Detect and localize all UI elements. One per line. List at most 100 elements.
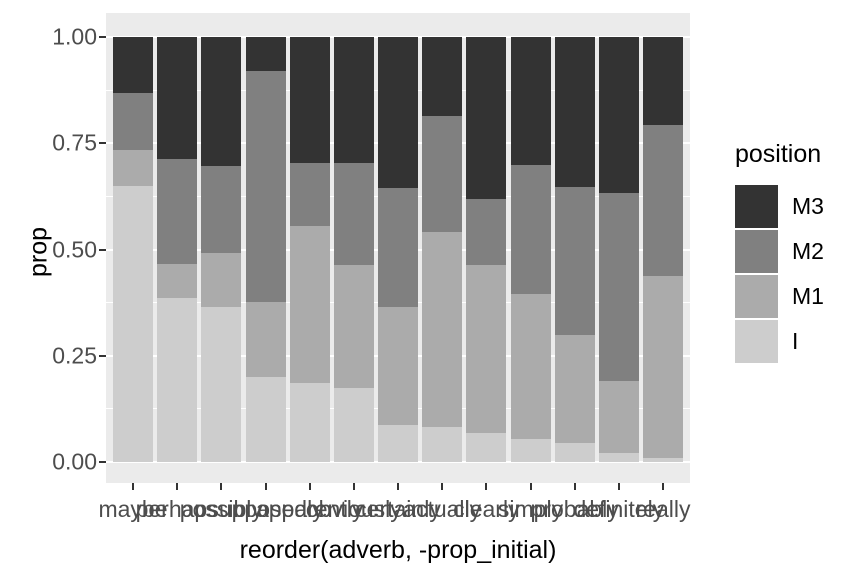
- bar-segment-M1: [643, 275, 683, 458]
- bar-segment-M1: [598, 380, 639, 453]
- x-tick-mark: [529, 483, 532, 490]
- bar-segment-M2: [422, 116, 463, 232]
- y-axis-title: prop: [24, 226, 53, 278]
- bar-segment-I: [289, 383, 330, 462]
- bar-segment-M1: [333, 264, 374, 388]
- y-tick-label: 0.75: [52, 129, 97, 156]
- bar-segment-M3: [643, 37, 683, 125]
- bar-certainly: [378, 37, 418, 462]
- bar-segment-M3: [201, 37, 242, 167]
- x-tick-mark: [308, 483, 311, 490]
- legend-key-label: M1: [792, 283, 824, 309]
- x-tick-label: supposedly: [207, 496, 324, 522]
- x-tick-label: certainly: [355, 496, 441, 522]
- y-tick-label: 0.50: [52, 236, 97, 262]
- legend-key-M2: M2: [735, 230, 824, 273]
- y-tick-label: 1.00: [52, 23, 97, 50]
- bar-segment-M2: [510, 164, 551, 295]
- bar-simply: [510, 37, 551, 462]
- bar-segment-M1: [510, 294, 551, 440]
- bar-segment-M1: [554, 334, 595, 444]
- x-tick-label: probably: [530, 496, 619, 522]
- bar-segment-M3: [466, 37, 507, 200]
- bar-segment-I: [466, 433, 507, 462]
- bar-segment-I: [510, 439, 551, 462]
- x-tick-label: clearly: [453, 496, 520, 522]
- bar-segment-I: [554, 443, 595, 462]
- bar-segment-M2: [643, 124, 683, 276]
- bar-segment-I: [422, 427, 463, 462]
- legend-key-M1: M1: [735, 275, 824, 318]
- y-tick-mark: [99, 354, 106, 357]
- gridline-major: [106, 461, 690, 463]
- x-tick-label: actually: [403, 496, 482, 522]
- bar-segment-M3: [510, 37, 551, 165]
- bar-segment-M1: [201, 252, 242, 307]
- bar-definitely: [598, 37, 639, 462]
- legend-key-M3: M3: [735, 185, 824, 228]
- legend-swatch-M3: [735, 185, 778, 228]
- legend-key-label: M3: [792, 193, 824, 219]
- x-tick-mark: [573, 483, 576, 490]
- x-tick-label: perhaps: [135, 496, 219, 522]
- bar-segment-M2: [598, 193, 639, 381]
- bar-segment-M1: [113, 150, 153, 186]
- y-tick-mark: [99, 461, 106, 463]
- bar-segment-M3: [245, 37, 286, 71]
- legend-swatch-M1: [735, 275, 778, 318]
- bar-segment-M3: [289, 37, 330, 164]
- legend-key-label: M2: [792, 238, 824, 264]
- bar-segment-I: [378, 425, 418, 462]
- bar-segment-M3: [113, 37, 153, 93]
- bar-obviously: [333, 37, 374, 462]
- bar-segment-I: [643, 457, 683, 462]
- bar-segment-M3: [422, 37, 463, 117]
- bar-segment-M2: [113, 92, 153, 151]
- bar-segment-M2: [466, 199, 507, 265]
- x-tick-mark: [485, 483, 488, 490]
- x-tick-label: simply: [497, 496, 564, 522]
- x-tick-mark: [220, 483, 223, 490]
- bar-really: [643, 37, 683, 462]
- bar-segment-I: [201, 306, 242, 462]
- y-tick-mark: [99, 248, 106, 251]
- bar-segment-M2: [554, 186, 595, 335]
- x-tick-mark: [176, 483, 179, 490]
- gridline-major: [106, 36, 690, 38]
- bar-perhaps: [157, 37, 198, 462]
- x-tick-mark: [264, 483, 267, 490]
- y-tick-mark: [99, 36, 106, 38]
- bar-segment-M2: [245, 70, 286, 302]
- bar-segment-M3: [554, 37, 595, 187]
- bar-segment-M3: [333, 37, 374, 164]
- x-tick-mark: [397, 483, 399, 490]
- y-tick-mark: [99, 142, 106, 145]
- x-tick-label: possibly: [179, 496, 263, 522]
- bar-possibly: [201, 37, 242, 462]
- bar-segment-M3: [598, 37, 639, 194]
- bar-segment-M3: [378, 37, 418, 188]
- bar-segment-M1: [466, 264, 507, 434]
- bar-apparently: [289, 37, 330, 462]
- bar-supposedly: [245, 37, 286, 462]
- bar-segment-M1: [289, 226, 330, 384]
- bar-segment-I: [157, 298, 198, 462]
- y-tick-label: 0.00: [52, 448, 97, 475]
- bar-clearly: [466, 37, 507, 462]
- bar-segment-M1: [422, 231, 463, 428]
- x-tick-label: definitely: [573, 496, 665, 522]
- x-tick-mark: [352, 483, 355, 490]
- bar-segment-I: [598, 452, 639, 462]
- legend-key-I: I: [735, 320, 824, 363]
- bar-segment-I: [245, 377, 286, 462]
- bar-segment-M2: [201, 166, 242, 253]
- x-tick-label: apparently: [255, 496, 364, 522]
- bar-segment-M3: [157, 37, 198, 160]
- bar-segment-M2: [157, 159, 198, 264]
- x-tick-mark: [617, 483, 620, 490]
- x-tick-mark: [441, 483, 444, 490]
- x-tick-label: obviously: [305, 496, 402, 522]
- legend: position M3 M2 M1 I: [735, 140, 824, 365]
- x-tick-mark: [132, 483, 134, 490]
